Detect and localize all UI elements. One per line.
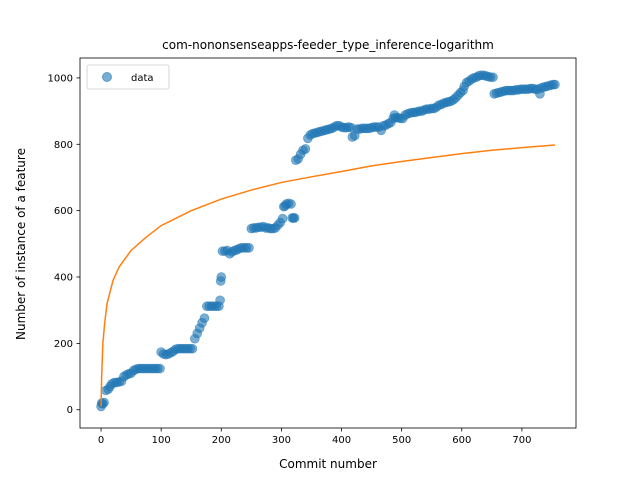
y-axis-label: Number of instance of a feature	[14, 148, 28, 340]
data-point	[199, 313, 210, 323]
data-point	[300, 144, 311, 154]
x-tick-label: 700	[512, 435, 531, 446]
data-point	[286, 199, 296, 209]
x-tick-label: 300	[272, 435, 291, 446]
x-tick-label: 500	[392, 435, 411, 446]
data-point	[550, 79, 560, 90]
data-point	[187, 343, 198, 354]
data-point	[289, 213, 300, 223]
axes: 0 100 200 300 400 500 600 700 0 200 400 600 800 1000	[48, 57, 577, 446]
data-point	[215, 295, 225, 306]
x-tick-label: 0	[98, 435, 104, 446]
data-point	[155, 363, 165, 374]
y-tick-label: 200	[54, 339, 73, 350]
legend-box	[86, 64, 170, 90]
x-tick-label: 100	[152, 435, 171, 446]
y-tick-label: 0	[67, 405, 73, 416]
x-tick-label: 400	[332, 435, 351, 446]
y-tick-label: 400	[54, 273, 73, 284]
data-point	[216, 272, 227, 282]
x-tick-label: 200	[212, 435, 231, 446]
legend: data	[86, 64, 170, 90]
data-point	[488, 72, 498, 83]
data-point	[244, 243, 254, 253]
y-tick-label: 800	[54, 140, 73, 151]
fit-line-series	[100, 144, 556, 407]
y-tick-label: 600	[54, 206, 73, 217]
chart-title: com-nononsenseapps-feeder_type_inference…	[162, 38, 494, 52]
data-point	[277, 213, 288, 224]
axes-frame	[79, 57, 577, 429]
fit-line	[100, 144, 556, 407]
legend-marker	[102, 72, 112, 82]
y-tick-label: 1000	[48, 73, 73, 84]
x-tick-label: 600	[452, 435, 471, 446]
scatter-series	[96, 70, 560, 412]
x-axis-label: Commit number	[279, 457, 377, 471]
legend-label: data	[131, 73, 154, 84]
